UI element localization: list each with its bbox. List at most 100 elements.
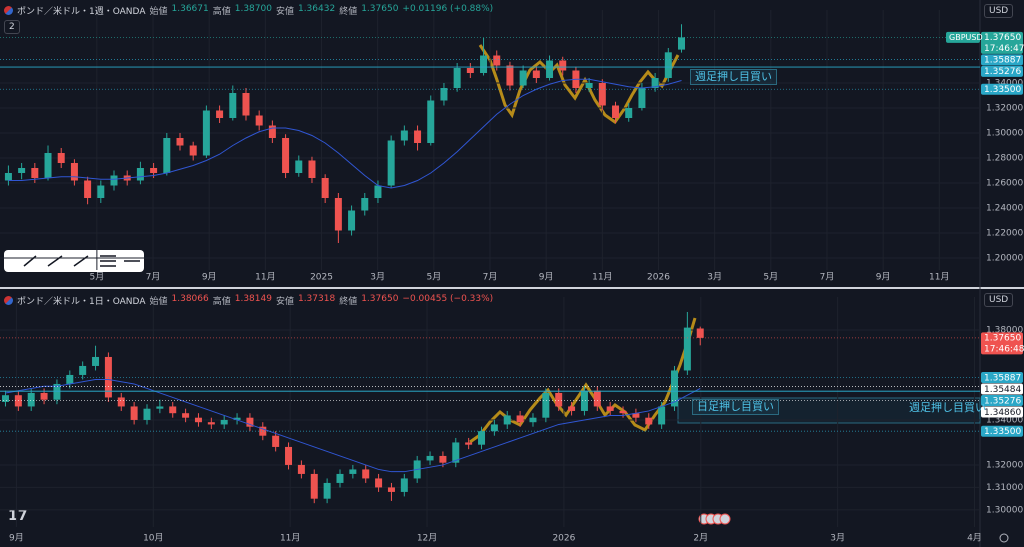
candle-body xyxy=(529,417,537,423)
y-tick-label: 1.38000 xyxy=(986,325,1023,335)
candle-body xyxy=(466,68,474,73)
candle-body xyxy=(44,153,52,178)
settings-icon[interactable] xyxy=(999,533,1009,543)
moving-average xyxy=(5,378,701,473)
price-label: 1.37650 xyxy=(984,334,1021,344)
ohlc-name: 高値 xyxy=(212,297,231,307)
x-tick-label: 7月 xyxy=(820,272,835,283)
candle-body xyxy=(506,65,514,86)
candle-body xyxy=(559,60,567,71)
candle-body xyxy=(176,138,184,146)
x-tick-label: 9月 xyxy=(539,272,554,283)
drawing-toolbar[interactable] xyxy=(4,250,144,272)
price-label: 1.34860 xyxy=(984,408,1021,418)
symbol-icon xyxy=(4,296,13,305)
candle-body xyxy=(321,178,329,198)
x-tick-label: 9月 xyxy=(202,272,217,283)
price-label-box xyxy=(981,31,1023,54)
annotation: 日足押し目買い xyxy=(692,399,779,415)
header: ポンド／米ドル・1日・OANDA 始値 1.38066 高値 1.38149 安値 1.37… xyxy=(4,294,493,307)
candle-body xyxy=(585,83,593,88)
candle-body xyxy=(440,88,448,101)
candle-body xyxy=(361,198,369,211)
zone-box xyxy=(677,397,981,424)
interval-badge[interactable]: 2 xyxy=(4,20,20,34)
candle-body xyxy=(334,198,342,231)
price-label-box xyxy=(981,395,1023,407)
candle-body xyxy=(532,70,540,78)
candle-body xyxy=(414,130,422,143)
candle-body xyxy=(593,390,601,407)
change: −0.00455 (−0.33%) xyxy=(402,294,494,304)
candle-body xyxy=(519,70,527,86)
candle-body xyxy=(427,100,435,143)
candle-body xyxy=(555,392,563,407)
candle-body xyxy=(452,442,460,463)
x-tick-label: 9月 xyxy=(9,533,24,544)
candle-body xyxy=(336,473,344,483)
candle-body xyxy=(97,185,105,198)
candle-body xyxy=(375,478,383,488)
candle-body xyxy=(285,446,293,465)
candle-body xyxy=(189,145,197,156)
x-tick-label: 11月 xyxy=(592,272,612,283)
candle-body xyxy=(255,115,263,126)
symbol-label: GBPUSD xyxy=(949,33,983,42)
candle-body xyxy=(57,153,65,163)
candle-body xyxy=(66,374,74,384)
ohlc-value: 1.38149 xyxy=(234,294,272,304)
price-label-box xyxy=(981,332,1023,355)
candle-body xyxy=(117,397,125,407)
candle-body xyxy=(349,469,357,474)
x-tick-label: 3月 xyxy=(830,533,845,544)
candle-body xyxy=(136,168,144,181)
candle-body xyxy=(27,392,35,407)
candle-body xyxy=(568,406,576,411)
countdown: 17:46:47 xyxy=(984,44,1024,54)
annotation: 週足押し目買い xyxy=(690,69,777,85)
x-tick-label: 2月 xyxy=(693,533,708,544)
candle-body xyxy=(683,327,691,371)
candle-body xyxy=(426,455,434,461)
symbol-label-box xyxy=(946,31,980,43)
candle-body xyxy=(130,406,138,420)
ohlc-value: 1.38700 xyxy=(234,4,272,14)
ohlc-name: 終値 xyxy=(339,7,358,17)
x-tick-label: 5月 xyxy=(90,272,105,283)
candle-body xyxy=(220,419,228,425)
candle-body xyxy=(651,78,659,88)
candle-body xyxy=(246,417,254,427)
candle-body xyxy=(259,426,267,436)
candle-body xyxy=(4,173,12,181)
x-tick-label: 9月 xyxy=(876,272,891,283)
candle-body xyxy=(92,356,100,366)
symbol-title: ポンド／米ドル・1日・OANDA xyxy=(17,297,146,307)
candle-body xyxy=(493,55,501,66)
y-tick-label: 1.30000 xyxy=(986,129,1023,139)
symbol-icon xyxy=(4,6,13,15)
currency-button[interactable]: USD xyxy=(984,293,1014,307)
candle-body xyxy=(400,130,408,141)
candle-body xyxy=(387,487,395,492)
price-label: 1.35887 xyxy=(984,373,1021,383)
candle-body xyxy=(70,163,78,181)
event-flags[interactable] xyxy=(698,513,731,525)
ohlc-name: 高値 xyxy=(212,7,231,17)
x-tick-label: 3月 xyxy=(707,272,722,283)
price-label: 1.37650 xyxy=(984,33,1021,43)
x-tick-label: 7月 xyxy=(146,272,161,283)
candle-body xyxy=(696,328,704,338)
change: +0.01196 (+0.88%) xyxy=(402,4,494,14)
ohlc-value: 1.36432 xyxy=(297,4,336,14)
annotation: 週足押し目買い xyxy=(909,401,986,414)
candle-body xyxy=(18,168,26,173)
y-tick-label: 1.32000 xyxy=(986,460,1023,470)
candle-body xyxy=(268,125,276,138)
candle-body xyxy=(242,93,250,116)
currency-button[interactable]: USD xyxy=(984,4,1014,18)
ohlc-name: 安値 xyxy=(275,297,294,307)
ohlc-value: 1.38066 xyxy=(171,294,209,304)
candle-body xyxy=(233,417,241,420)
y-tick-label: 1.22000 xyxy=(986,229,1023,239)
